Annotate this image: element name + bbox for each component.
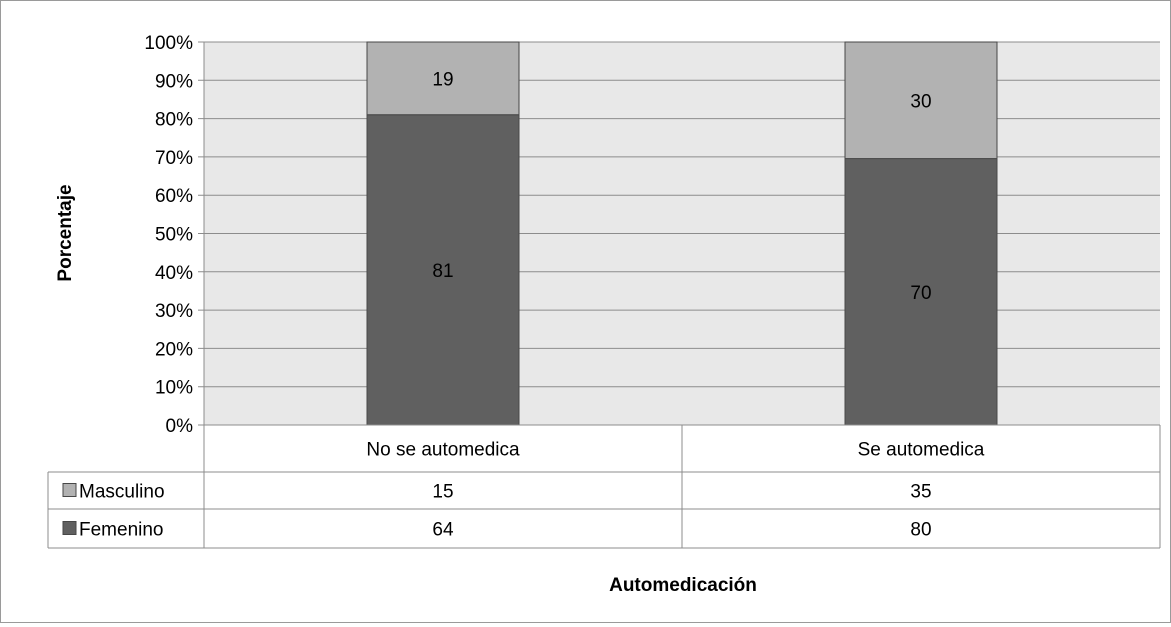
bar-segment-masculino — [844, 41, 998, 160]
data-label: 70 — [910, 283, 931, 304]
table-value: 15 — [432, 482, 453, 503]
y-tick-label: 70% — [155, 148, 193, 169]
legend-label: Femenino — [79, 520, 164, 541]
x-category-label: No se automedica — [366, 440, 520, 461]
table-value: 80 — [910, 520, 931, 541]
y-tick-label: 90% — [155, 71, 193, 92]
bar-segment-femenino — [366, 114, 520, 426]
y-tick-label: 0% — [166, 416, 194, 437]
data-label: 19 — [432, 69, 453, 90]
y-tick-label: 100% — [144, 33, 193, 54]
y-axis-title: Porcentaje — [55, 184, 76, 281]
y-tick-label: 40% — [155, 263, 193, 284]
y-tick-label: 30% — [155, 301, 193, 322]
y-tick-label: 50% — [155, 225, 193, 246]
data-label: 81 — [432, 261, 453, 282]
y-tick-label: 20% — [155, 339, 193, 360]
y-tick-label: 80% — [155, 110, 193, 131]
data-label: 30 — [910, 91, 931, 112]
legend-label: Masculino — [79, 482, 165, 503]
x-category-label: Se automedica — [858, 440, 985, 461]
table-value: 35 — [910, 482, 931, 503]
y-tick-label: 10% — [155, 378, 193, 399]
bar-segment-femenino — [844, 158, 998, 426]
legend-swatch-femenino — [62, 521, 77, 535]
legend-swatch-masculino — [62, 483, 77, 497]
x-axis-title: Automedicación — [609, 575, 757, 596]
bar-segment-masculino — [366, 41, 520, 116]
y-tick-label: 60% — [155, 186, 193, 207]
table-value: 64 — [432, 520, 454, 541]
